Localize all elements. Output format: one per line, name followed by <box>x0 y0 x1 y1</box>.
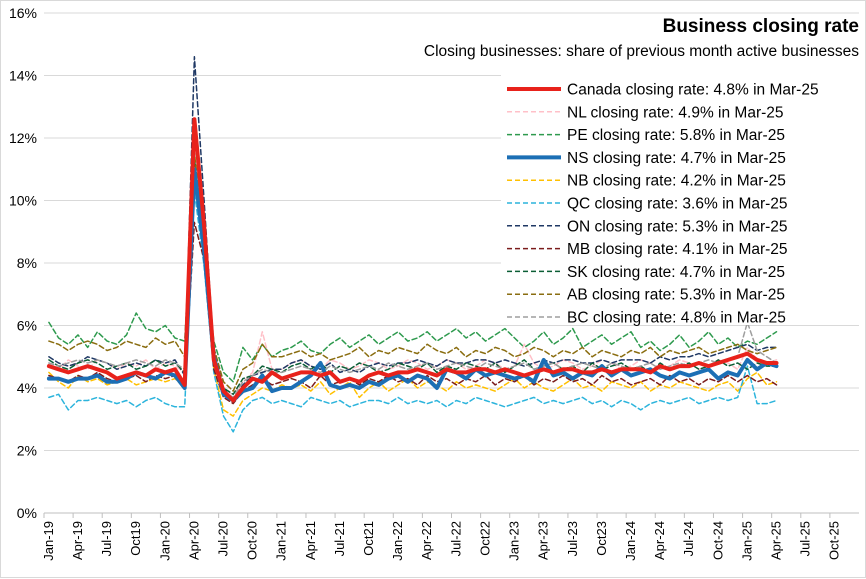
legend-label: MB closing rate: 4.1% in Mar-25 <box>567 241 788 258</box>
x-tick-label: Jul-25 <box>798 521 813 556</box>
x-tick-label: Apr-24 <box>652 521 667 560</box>
legend-background <box>501 75 859 325</box>
x-tick-label: Jan-22 <box>390 521 405 561</box>
y-tick-label: 0% <box>17 505 37 521</box>
x-tick-label: Jul-20 <box>215 521 230 556</box>
chart-subtitle: Closing businesses: share of previous mo… <box>424 43 859 60</box>
series-line-qc <box>48 190 778 433</box>
x-tick-label: Jan-20 <box>157 521 172 561</box>
y-tick-label: 2% <box>17 443 37 459</box>
x-tick-label: Apr-22 <box>419 521 434 560</box>
y-tick-label: 8% <box>17 255 37 271</box>
series-lines <box>46 56 779 433</box>
x-tick-label: Oct-24 <box>710 521 725 560</box>
x-tick-label: Apr-23 <box>536 521 551 560</box>
x-tick-label: Jan-19 <box>41 521 56 561</box>
gridlines <box>44 12 859 451</box>
legend-label: NS closing rate: 4.7% in Mar-25 <box>567 150 786 167</box>
x-tick-label: Jul-23 <box>565 521 580 556</box>
x-tick-label: Jul-24 <box>681 521 696 556</box>
legend-label: ON closing rate: 5.3% in Mar-25 <box>567 218 788 235</box>
x-tick-label: Oct22 <box>477 521 492 556</box>
legend-label: NB closing rate: 4.2% in Mar-25 <box>567 173 786 190</box>
y-tick-label: 12% <box>9 130 37 146</box>
x-tick-label: Jul-22 <box>448 521 463 556</box>
x-tick-label: Oct-25 <box>827 521 842 560</box>
x-tick-label: Apr-20 <box>186 521 201 560</box>
x-tick-label: Oct19 <box>128 521 143 556</box>
series-line-bc <box>48 137 778 399</box>
x-tick-label: Jul-21 <box>332 521 347 556</box>
y-tick-label: 16% <box>9 5 37 21</box>
x-tick-label: Apr-25 <box>769 521 784 560</box>
y-tick-label: 6% <box>17 318 37 334</box>
y-tick-label: 10% <box>9 193 37 209</box>
series-line-ns <box>46 167 779 403</box>
x-tick-label: Oct-20 <box>245 521 260 560</box>
series-line-mb <box>48 221 778 405</box>
series-line-ab <box>48 152 778 392</box>
y-tick-label: 4% <box>17 380 37 396</box>
x-tick-label: Apr-19 <box>70 521 85 560</box>
series-line-canada <box>46 117 779 403</box>
x-tick-label: Jan-25 <box>739 521 754 561</box>
legend-label: NL closing rate: 4.9% in Mar-25 <box>567 104 784 121</box>
legend: Canada closing rate: 4.8% in Mar-25 NL cl… <box>501 75 859 327</box>
chart-title: Business closing rate <box>663 16 859 37</box>
legend-label: QC closing rate: 3.6% in Mar-25 <box>567 196 788 213</box>
y-axis-ticks: 0% 2% 4% 6% 8% 10% 12% 14% 16% <box>9 5 37 521</box>
x-tick-label: Apr-21 <box>303 521 318 560</box>
x-tick-label: Oct23 <box>594 521 609 556</box>
series-line-pe <box>48 156 778 383</box>
series-line-nb <box>48 171 778 417</box>
x-tick-label: Jul-19 <box>99 521 114 556</box>
x-tick-label: Jan-23 <box>507 521 522 561</box>
legend-label: Canada closing rate: 4.8% in Mar-25 <box>567 82 819 99</box>
legend-label: PE closing rate: 5.8% in Mar-25 <box>567 127 785 144</box>
x-tick-label: Oct21 <box>361 521 376 556</box>
legend-label: SK closing rate: 4.7% in Mar-25 <box>567 264 785 281</box>
x-tick-label: Jan-24 <box>623 521 638 561</box>
legend-label: AB closing rate: 5.3% in Mar-25 <box>567 287 785 304</box>
y-tick-label: 14% <box>9 68 37 84</box>
legend-label: BC closing rate: 4.8% in Mar-25 <box>567 310 786 327</box>
x-axis-ticks: Jan-19 Apr-19 Jul-19 Oct19 Jan-20 Apr-20 Jul-2… <box>41 513 842 561</box>
x-tick-label: Jan-21 <box>274 521 289 561</box>
